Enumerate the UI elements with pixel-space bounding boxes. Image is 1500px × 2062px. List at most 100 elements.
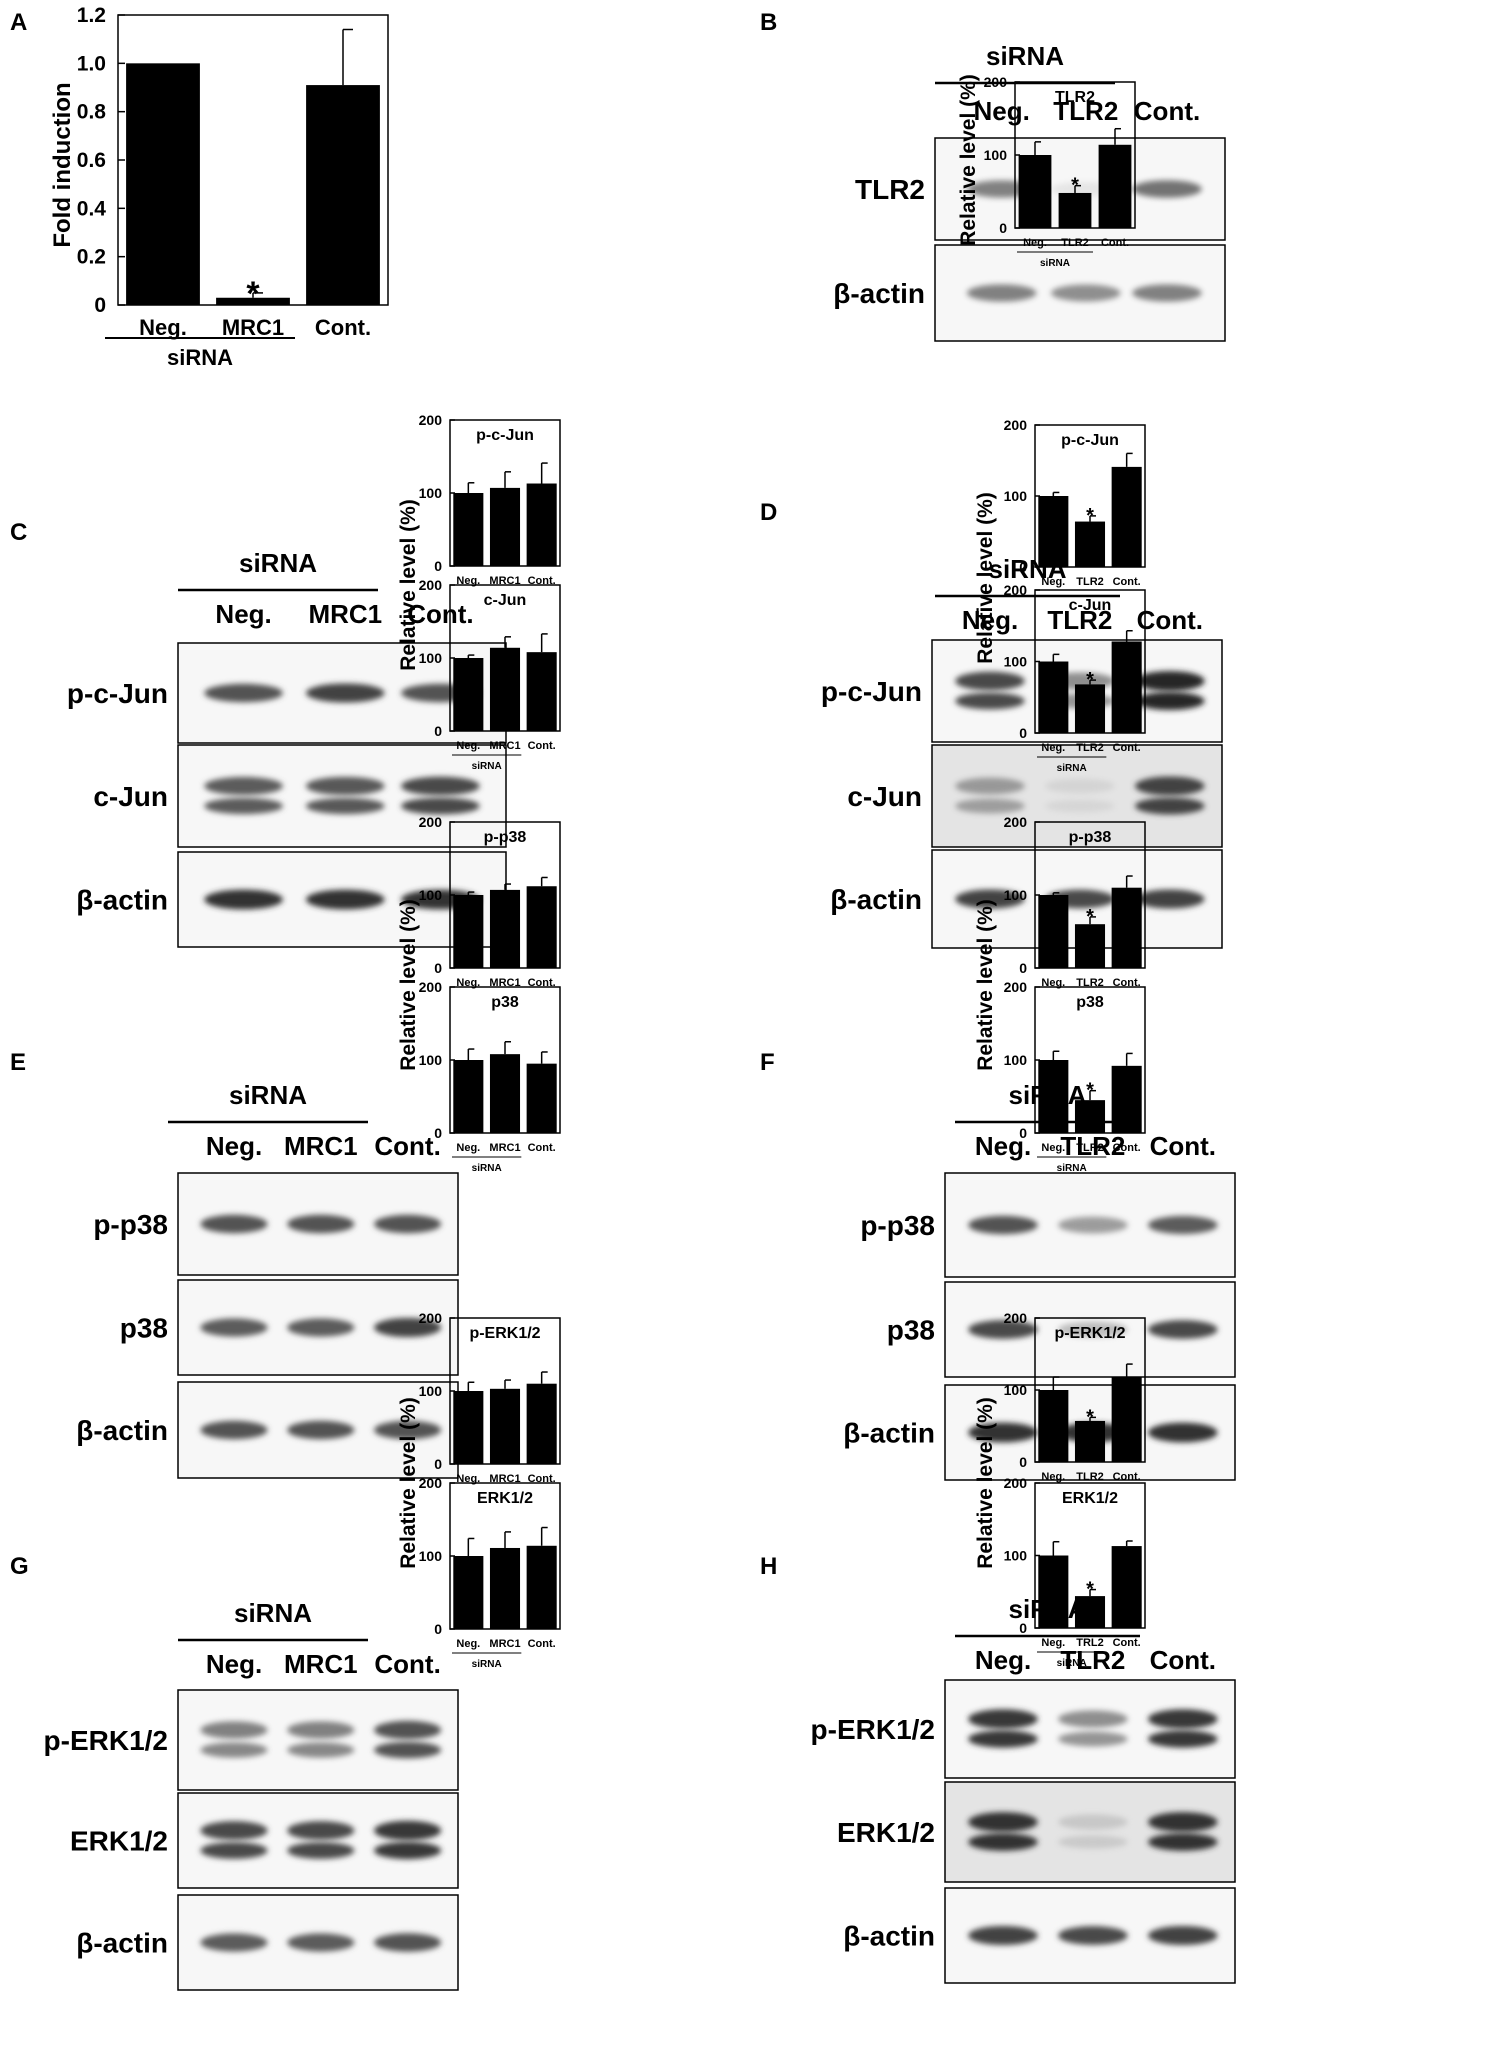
chart-title: p-p38 bbox=[484, 829, 527, 846]
bar-cont bbox=[526, 886, 557, 968]
band-cont bbox=[1148, 1709, 1218, 1729]
chart-b-tlr2: 0 100 200 Neg. * TLR2 Cont. TLR2 siRNA Relative l… bbox=[957, 74, 1136, 269]
chart-title: TLR2 bbox=[1055, 89, 1095, 106]
bar-cont bbox=[1111, 1546, 1142, 1628]
blot-row-c-jun: c-Jun bbox=[847, 744, 1223, 848]
band-cont bbox=[1148, 1812, 1218, 1832]
x-category-label: Neg. bbox=[1041, 1142, 1065, 1154]
band-cont bbox=[1135, 776, 1205, 796]
bar-mrc1 bbox=[489, 647, 521, 731]
band-cont bbox=[1132, 284, 1202, 302]
blot-row-beta-actin: β-actin bbox=[843, 1887, 1236, 1984]
group-label: siRNA bbox=[472, 761, 502, 772]
blot-row-p-erk1-2: p-ERK1/2 bbox=[44, 1689, 459, 1791]
bar-cont bbox=[526, 1383, 557, 1464]
blot-panel-c: siRNA Neg. MRC1 Cont. p-c-Jun c-Jun β-actin bbox=[67, 548, 507, 948]
bar-neg bbox=[453, 1060, 484, 1133]
x-category-label: Cont. bbox=[1113, 1637, 1141, 1649]
chart-e-p-p38: 0 100 200 Neg. MRC1 Cont. p-p38 Relative level … bbox=[397, 814, 561, 1071]
bar-mrc1 bbox=[489, 1547, 521, 1629]
row-label: p-c-Jun bbox=[821, 676, 922, 707]
x-category-label: Neg. bbox=[1023, 237, 1047, 249]
band-lower-mrc1 bbox=[305, 797, 385, 815]
panel-letter-b: B bbox=[760, 9, 777, 36]
chart-f-p38: 0 100 200 Neg. * TLR2 Cont. p38 siRNA bbox=[1004, 979, 1146, 1174]
y-axis-label: Relative level (%) bbox=[397, 1397, 420, 1569]
band-neg bbox=[204, 889, 283, 910]
band-mrc1 bbox=[287, 1420, 355, 1440]
x-category-label: Neg. bbox=[1041, 1637, 1065, 1649]
significance-asterisk: * bbox=[1086, 1579, 1094, 1601]
group-label: siRNA bbox=[234, 1598, 312, 1628]
chart-f-p-p38: 0 100 200 Neg. * TLR2 Cont. p-p38 Relative level… bbox=[974, 814, 1146, 1071]
band-neg bbox=[204, 683, 283, 703]
y-tick-label: 0 bbox=[1019, 1125, 1027, 1141]
band-neg bbox=[200, 1821, 268, 1840]
y-tick-label: 200 bbox=[419, 577, 443, 593]
band-neg bbox=[200, 1933, 268, 1952]
blot-membrane bbox=[944, 1679, 1236, 1779]
band-mrc1 bbox=[305, 776, 385, 796]
blot-row-beta-actin: β-actin bbox=[76, 1381, 459, 1479]
blot-panel-f: siRNA Neg. TLR2 Cont. p-p38 p38 β-actin bbox=[843, 1080, 1236, 1481]
significance-asterisk: * bbox=[1086, 1080, 1094, 1102]
bar-neg bbox=[453, 493, 484, 566]
panel-letter-e: E bbox=[10, 1049, 26, 1076]
lane-label-tlr2: TLR2 bbox=[1060, 1131, 1125, 1161]
bar-neg bbox=[1038, 895, 1069, 968]
band-cont bbox=[374, 1720, 442, 1740]
band-lower-mrc1 bbox=[287, 1842, 355, 1859]
band-cont bbox=[374, 1820, 442, 1841]
x-category-label: Neg. bbox=[456, 977, 480, 989]
y-tick-label: 0 bbox=[999, 220, 1007, 236]
x-category-label: Cont. bbox=[315, 315, 371, 340]
row-label: p38 bbox=[887, 1315, 935, 1346]
band-neg bbox=[200, 1420, 268, 1440]
y-axis-label: Relative level (%) bbox=[974, 1397, 997, 1569]
y-tick-label: 0 bbox=[434, 723, 442, 739]
chart-c-p-c-jun: 0 100 200 Neg. MRC1 Cont. p-c-Jun Relative leve… bbox=[397, 412, 561, 671]
panel-letter-d: D bbox=[760, 499, 777, 526]
x-category-label: Cont. bbox=[1113, 1142, 1141, 1154]
y-tick-label: 200 bbox=[984, 74, 1008, 90]
x-category-label: Cont. bbox=[528, 977, 556, 989]
band-lower-neg bbox=[955, 798, 1025, 814]
band-cont bbox=[1148, 1422, 1218, 1443]
x-category-label: MRC1 bbox=[222, 315, 284, 340]
band-mrc1 bbox=[287, 1933, 355, 1952]
x-category-label: Neg. bbox=[456, 1473, 480, 1485]
bar-cont bbox=[306, 85, 380, 305]
significance-asterisk: * bbox=[246, 275, 260, 313]
x-category-label: Cont. bbox=[528, 1473, 556, 1485]
y-tick-label: 0 bbox=[434, 1125, 442, 1141]
band-tlr2 bbox=[1058, 1321, 1128, 1338]
bar-cont bbox=[1111, 466, 1142, 567]
panel-letter-a: A bbox=[10, 9, 27, 36]
bar-tlr2 bbox=[1074, 1420, 1106, 1462]
band-lower-neg bbox=[204, 797, 283, 815]
row-label: ERK1/2 bbox=[837, 1817, 935, 1848]
bar-trl2 bbox=[1074, 1596, 1106, 1628]
row-label: TLR2 bbox=[855, 174, 925, 205]
bar-neg bbox=[1018, 155, 1052, 228]
bar-neg bbox=[1038, 496, 1069, 567]
blot-membrane bbox=[177, 1689, 459, 1791]
band-lower-mrc1 bbox=[287, 1742, 355, 1758]
y-tick-label: 0 bbox=[1019, 559, 1027, 575]
x-category-label: MRC1 bbox=[489, 1473, 520, 1485]
row-label: β-actin bbox=[830, 884, 922, 915]
chart-title: p38 bbox=[491, 994, 519, 1011]
band-lower-neg bbox=[968, 1833, 1038, 1851]
x-category-label: Cont. bbox=[528, 740, 556, 752]
y-tick-label: 0.4 bbox=[77, 197, 107, 220]
x-category-label: MRC1 bbox=[489, 977, 520, 989]
chart-h-p-erk1-2: 0 100 200 Neg. * TLR2 Cont. p-ERK1/2 Relative le… bbox=[974, 1310, 1146, 1569]
bar-neg bbox=[453, 895, 484, 968]
bar-neg bbox=[453, 658, 484, 731]
y-tick-label: 100 bbox=[1004, 887, 1028, 903]
chart-g-erk1-2: 0 100 200 Neg. MRC1 Cont. ERK1/2 siRNA bbox=[419, 1475, 561, 1670]
significance-asterisk: * bbox=[1086, 505, 1094, 527]
y-tick-label: 200 bbox=[1004, 417, 1028, 433]
